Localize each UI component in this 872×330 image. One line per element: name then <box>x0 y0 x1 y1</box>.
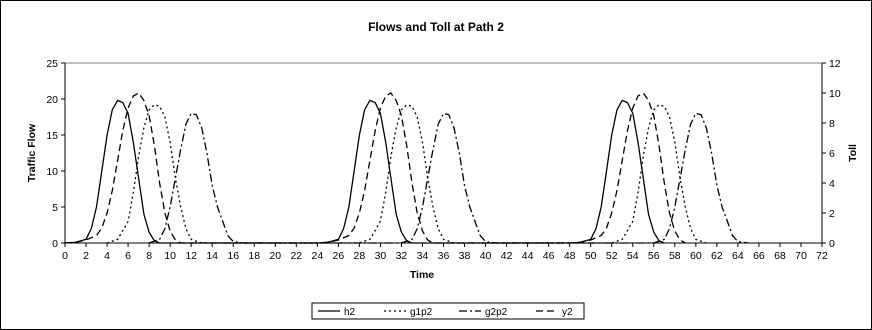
x-tick-label: 72 <box>816 250 828 262</box>
y2-tick-label: 4 <box>829 178 835 190</box>
x-tick-label: 28 <box>354 250 366 262</box>
series-line-g2p2 <box>148 112 749 244</box>
legend-label-g2p2: g2p2 <box>485 307 508 318</box>
y2-tick-label: 12 <box>829 58 841 70</box>
x-tick-label: 40 <box>480 250 492 262</box>
x-tick-label: 52 <box>606 250 618 262</box>
series-line-h2 <box>64 99 665 244</box>
x-tick-label: 42 <box>501 250 513 262</box>
x-tick-label: 54 <box>627 250 639 262</box>
x-tick-label: 30 <box>375 250 387 262</box>
legend-label-h2: h2 <box>344 307 356 318</box>
series-lines <box>64 92 749 244</box>
y-tick-label: 15 <box>46 130 58 142</box>
y2-axis-title: Toll <box>847 144 859 162</box>
legend-box <box>311 302 585 320</box>
x-tick-label: 16 <box>227 250 239 262</box>
x-tick-label: 12 <box>185 250 197 262</box>
x-tick-label: 22 <box>290 250 302 262</box>
x-tick-label: 58 <box>669 250 681 262</box>
y2-tick-label: 10 <box>829 88 841 100</box>
y-tick-label: 0 <box>52 238 58 250</box>
x-tick-label: 32 <box>396 250 408 262</box>
y-tick-label: 5 <box>52 202 58 214</box>
legend-label-y2: y2 <box>562 307 573 318</box>
plot-area <box>64 62 823 244</box>
x-tick-label: 56 <box>648 250 660 262</box>
y2-tick-label: 2 <box>829 208 835 220</box>
y2-tick-label: 8 <box>829 118 835 130</box>
x-tick-label: 66 <box>753 250 765 262</box>
series-line-g1p2 <box>106 104 707 244</box>
x-tick-label: 70 <box>795 250 807 262</box>
series-line-y2 <box>64 92 686 244</box>
chart-title: Flows and Toll at Path 2 <box>368 20 504 34</box>
x-tick-label: 38 <box>459 250 471 262</box>
x-tick-label: 6 <box>125 250 131 262</box>
x-tick-label: 60 <box>690 250 702 262</box>
x-tick-label: 68 <box>774 250 786 262</box>
x-tick-label: 0 <box>62 250 68 262</box>
x-tick-label: 8 <box>146 250 152 262</box>
x-tick-label: 4 <box>104 250 110 262</box>
x-tick-label: 36 <box>438 250 450 262</box>
x-tick-label: 48 <box>564 250 576 262</box>
x-tick-label: 2 <box>83 250 89 262</box>
legend-label-g1p2: g1p2 <box>410 307 433 318</box>
x-tick-label: 20 <box>269 250 281 262</box>
x-tick-label: 34 <box>417 250 429 262</box>
x-tick-label: 18 <box>248 250 260 262</box>
y-axis-title: Traffic Flow <box>26 123 38 182</box>
x-tick-label: 64 <box>732 250 744 262</box>
x-tick-label: 14 <box>206 250 218 262</box>
x-tick-label: 10 <box>164 250 176 262</box>
x-tick-label: 44 <box>522 250 534 262</box>
x-tick-label: 24 <box>311 250 323 262</box>
y2-tick-label: 0 <box>829 238 835 250</box>
x-axis-title: Time <box>410 269 434 281</box>
x-tick-label: 46 <box>543 250 555 262</box>
y-tick-label: 10 <box>46 166 58 178</box>
legend: h2 g1p2 g2p2 y2 <box>311 302 585 320</box>
x-tick-label: 62 <box>711 250 723 262</box>
x-tick-label: 26 <box>333 250 345 262</box>
y2-tick-label: 6 <box>829 148 835 160</box>
y-tick-label: 20 <box>46 94 58 106</box>
x-tick-label: 50 <box>585 250 597 262</box>
y-tick-label: 25 <box>46 58 58 70</box>
